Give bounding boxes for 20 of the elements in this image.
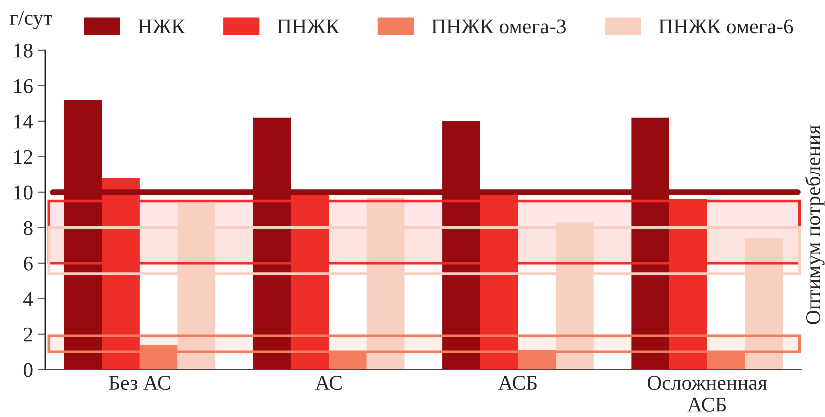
y-tick-label: 18	[14, 44, 33, 58]
text: Оптимум потребления	[805, 126, 825, 324]
y-tick-label: 16	[14, 79, 33, 94]
y-tick-label: 12	[14, 150, 32, 164]
legend-label: ПНЖК омега-6	[659, 20, 794, 34]
y-axis-title: г/сут	[10, 11, 52, 30]
y-tick-label: 6	[24, 256, 33, 271]
legend-label: НЖК	[138, 20, 186, 34]
y-tick-label: 0	[24, 363, 33, 378]
legend-label: ПНЖК омега-3	[432, 20, 566, 34]
y-tick-label: 4	[24, 292, 34, 306]
y-tick-label: 8	[24, 221, 33, 236]
y-tick-label: 2	[24, 328, 32, 342]
x-tick-label: АСБ	[498, 376, 537, 390]
legend-label: ПНЖК	[278, 20, 340, 34]
x-tick-label: Без АС	[109, 376, 170, 390]
y-tick-label: 14	[14, 114, 34, 129]
x-tick-label: АС	[315, 376, 342, 390]
y-tick-label: 10	[14, 186, 33, 200]
x-tick-label: Осложненная АСБ	[648, 376, 768, 412]
